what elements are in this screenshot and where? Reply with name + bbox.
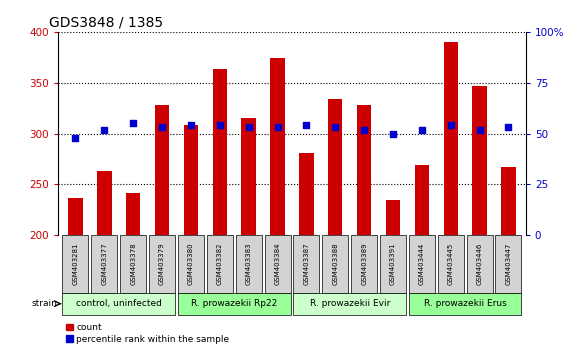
Bar <box>415 165 429 235</box>
Text: GSM403377: GSM403377 <box>101 242 107 285</box>
Bar <box>328 99 342 235</box>
Point <box>331 125 340 130</box>
Bar <box>472 86 487 235</box>
Bar <box>380 235 406 292</box>
Bar <box>178 292 290 315</box>
Bar <box>322 235 348 292</box>
Point <box>128 121 138 126</box>
Text: GSM403447: GSM403447 <box>505 243 511 285</box>
Text: GSM403281: GSM403281 <box>73 242 78 285</box>
Bar <box>386 200 400 235</box>
Point <box>215 122 224 128</box>
Bar <box>357 105 371 235</box>
Point <box>360 127 369 132</box>
Bar <box>155 105 169 235</box>
Bar <box>501 167 516 235</box>
Legend: count, percentile rank within the sample: count, percentile rank within the sample <box>63 319 233 347</box>
Text: GSM403383: GSM403383 <box>246 242 252 285</box>
Bar <box>149 235 175 292</box>
Bar <box>299 153 314 235</box>
Bar <box>91 235 117 292</box>
Bar <box>293 235 320 292</box>
Point <box>417 127 426 132</box>
Text: GSM403391: GSM403391 <box>390 242 396 285</box>
Text: strain: strain <box>32 299 58 308</box>
Text: GDS3848 / 1385: GDS3848 / 1385 <box>49 15 163 29</box>
Point <box>446 122 456 128</box>
Text: GSM403444: GSM403444 <box>419 243 425 285</box>
Text: R. prowazekii Erus: R. prowazekii Erus <box>424 299 507 308</box>
Text: GSM403382: GSM403382 <box>217 242 223 285</box>
Text: GSM403388: GSM403388 <box>332 242 338 285</box>
Bar <box>264 235 290 292</box>
Bar <box>443 42 458 235</box>
Text: GSM403446: GSM403446 <box>476 243 483 285</box>
Bar <box>270 58 285 235</box>
Point <box>100 127 109 132</box>
Text: GSM403378: GSM403378 <box>130 242 136 285</box>
Text: GSM403389: GSM403389 <box>361 242 367 285</box>
Bar <box>437 235 464 292</box>
Bar <box>207 235 233 292</box>
Text: GSM403445: GSM403445 <box>448 243 454 285</box>
Text: control, uninfected: control, uninfected <box>76 299 162 308</box>
Bar <box>126 193 141 235</box>
Bar <box>409 292 522 315</box>
Bar <box>351 235 377 292</box>
Point <box>388 131 397 136</box>
Text: R. prowazekii Evir: R. prowazekii Evir <box>310 299 390 308</box>
Point <box>475 127 484 132</box>
Point <box>273 125 282 130</box>
Text: GSM403387: GSM403387 <box>303 242 310 285</box>
Bar <box>184 125 198 235</box>
Point <box>302 122 311 128</box>
Bar <box>467 235 493 292</box>
Point <box>71 135 80 141</box>
Bar <box>62 292 175 315</box>
Point <box>187 122 196 128</box>
Point <box>157 125 167 130</box>
Bar <box>242 118 256 235</box>
Point <box>244 125 253 130</box>
Bar <box>62 235 88 292</box>
Text: GSM403380: GSM403380 <box>188 242 194 285</box>
Bar <box>213 69 227 235</box>
Bar <box>97 171 112 235</box>
Text: GSM403384: GSM403384 <box>274 242 281 285</box>
Bar <box>178 235 204 292</box>
Text: GSM403379: GSM403379 <box>159 242 165 285</box>
Bar <box>120 235 146 292</box>
Bar <box>496 235 522 292</box>
Text: R. prowazekii Rp22: R. prowazekii Rp22 <box>191 299 277 308</box>
Bar <box>236 235 261 292</box>
Bar <box>293 292 406 315</box>
Point <box>504 125 513 130</box>
Bar <box>409 235 435 292</box>
Bar <box>68 198 83 235</box>
